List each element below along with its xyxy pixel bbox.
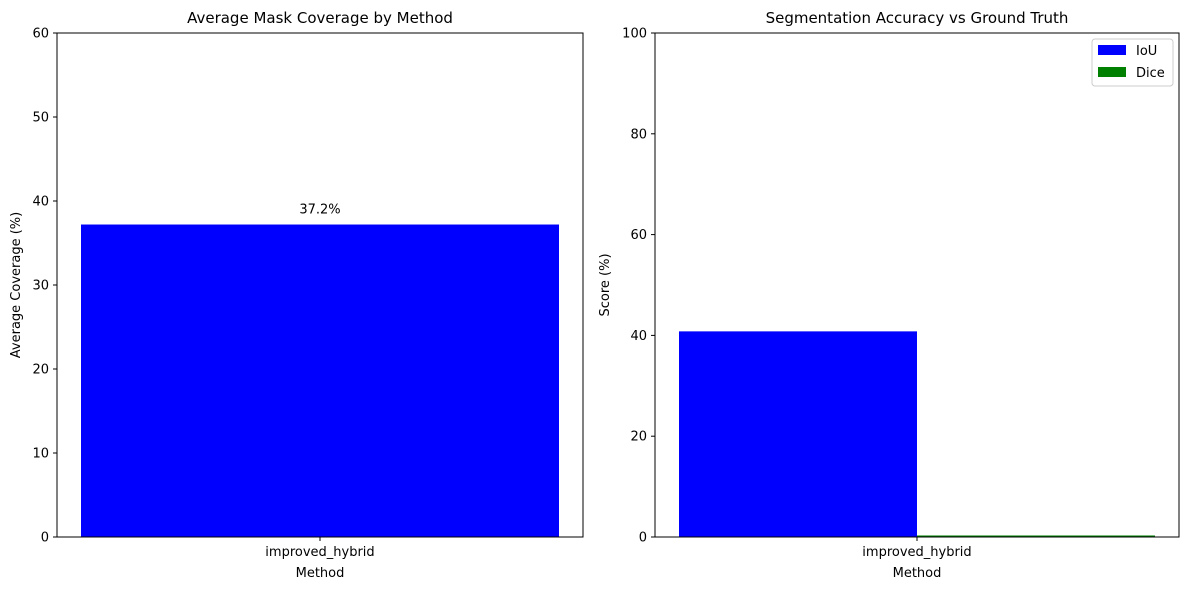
accuracy-y-axis-label: Score (%) — [598, 253, 613, 316]
legend-swatch-dice — [1098, 67, 1126, 77]
y-tick-label: 40 — [32, 195, 49, 210]
legend-label-iou: IoU — [1136, 44, 1157, 59]
y-tick-label: 0 — [639, 531, 647, 546]
x-tick-label: improved_hybrid — [862, 545, 971, 560]
y-tick-label: 80 — [630, 127, 647, 142]
accuracy-legend: IoU Dice — [1091, 38, 1174, 87]
legend-swatch-iou — [1098, 45, 1126, 55]
y-tick-label: 20 — [32, 363, 49, 378]
accuracy-chart-title: Segmentation Accuracy vs Ground Truth — [766, 9, 1069, 27]
bar-value-label: 37.2% — [299, 203, 340, 218]
y-tick-label: 100 — [622, 27, 647, 42]
y-tick-label: 60 — [630, 228, 647, 243]
y-tick-label: 10 — [32, 447, 49, 462]
coverage-chart: Average Mask Coverage by Method 37.2% 0 1… — [9, 9, 584, 581]
y-tick-label: 40 — [630, 329, 647, 344]
y-tick-label: 60 — [32, 27, 49, 42]
bar-coverage — [81, 224, 559, 537]
y-tick-label: 0 — [41, 531, 49, 546]
accuracy-chart: Segmentation Accuracy vs Ground Truth 0 2… — [598, 9, 1180, 581]
accuracy-x-axis-label: Method — [893, 566, 942, 581]
coverage-x-axis-label: Method — [296, 566, 345, 581]
y-tick-label: 20 — [630, 430, 647, 445]
bar-iou — [679, 331, 917, 537]
y-tick-label: 30 — [32, 279, 49, 294]
x-tick-label: improved_hybrid — [265, 545, 374, 560]
legend-label-dice: Dice — [1136, 66, 1165, 81]
bar-dice — [917, 535, 1155, 537]
coverage-y-axis-label: Average Coverage (%) — [9, 212, 24, 358]
coverage-chart-title: Average Mask Coverage by Method — [187, 9, 453, 27]
y-tick-label: 50 — [32, 111, 49, 126]
